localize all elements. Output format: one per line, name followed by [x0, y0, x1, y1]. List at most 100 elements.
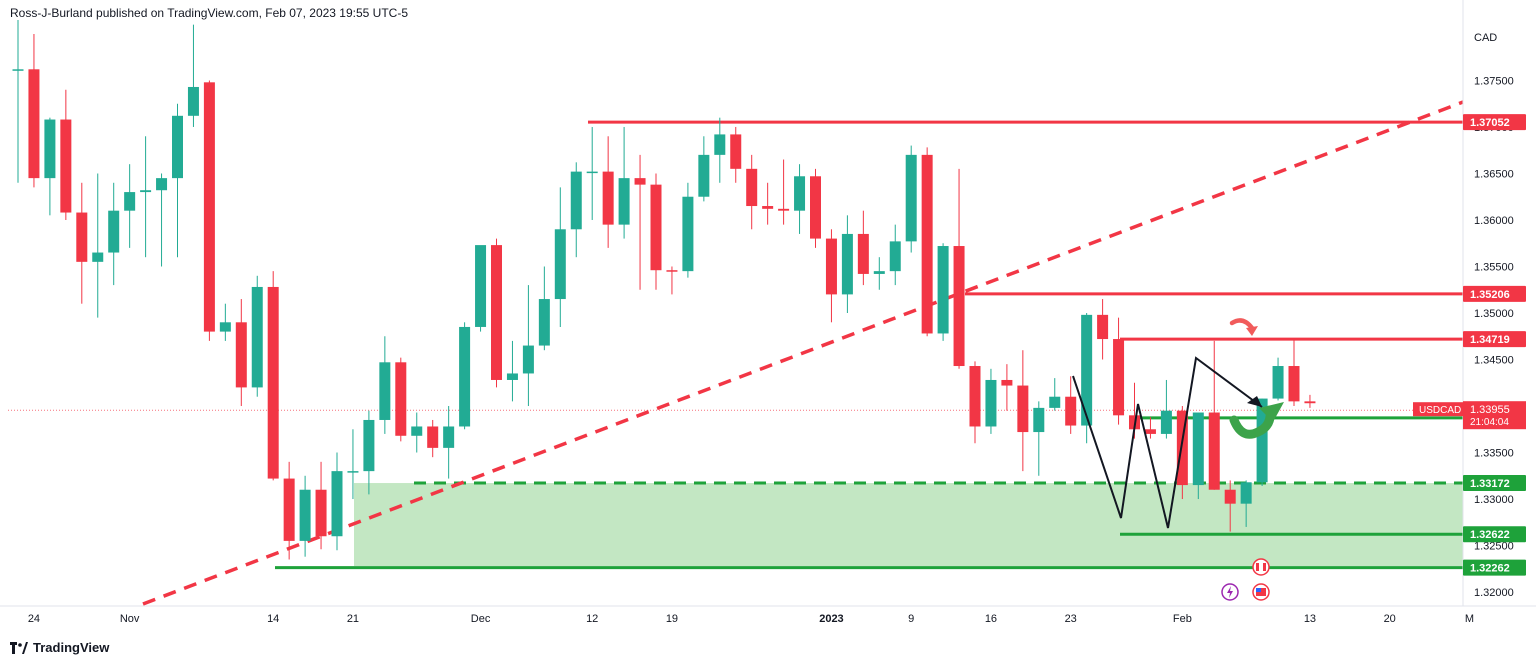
- symbol-tag-bg: [1413, 402, 1463, 417]
- candle-up: [873, 257, 885, 290]
- candle-body: [1049, 396, 1061, 408]
- candle-up: [937, 243, 949, 341]
- candle-down: [203, 80, 215, 341]
- candle-body: [347, 471, 359, 473]
- candle-body: [219, 322, 231, 332]
- us-flag-icon: [1252, 583, 1270, 601]
- candle-body: [315, 489, 327, 537]
- level-label-text: 1.35206: [1470, 289, 1510, 301]
- time-tick-label: M: [1465, 613, 1474, 625]
- candle-down: [810, 168, 821, 248]
- support-zone-layer: [354, 483, 1463, 567]
- pattern-arrow-head: [1247, 396, 1262, 407]
- candle-up: [714, 117, 726, 183]
- candle-body: [666, 270, 678, 272]
- countdown-text: 21:04:04: [1470, 417, 1509, 428]
- flag-canton: [1256, 588, 1261, 592]
- candle-up: [570, 162, 582, 258]
- candle-body: [570, 171, 582, 230]
- candle-up: [554, 187, 566, 327]
- candle-up: [889, 224, 901, 286]
- candle-body: [1001, 379, 1013, 386]
- candle-body: [746, 168, 758, 207]
- candle-down: [1176, 406, 1188, 500]
- candle-down: [634, 154, 646, 290]
- level-label-bg: [1463, 559, 1526, 576]
- candle-up: [1240, 480, 1252, 527]
- candle-body: [1256, 398, 1268, 483]
- candle-body: [235, 322, 247, 388]
- canada-flag-icon: [1252, 558, 1270, 576]
- candle-up: [475, 245, 487, 332]
- price-tick-label: 1.34500: [1474, 355, 1514, 367]
- candle-body: [714, 134, 726, 155]
- candle-body: [538, 299, 550, 346]
- candle-body: [108, 210, 120, 253]
- candle-body: [698, 154, 710, 197]
- candle-body: [618, 178, 630, 225]
- candle-body: [443, 426, 455, 448]
- price-axis[interactable]: CAD1.320001.325001.330001.335001.340001.…: [1413, 0, 1526, 606]
- candle-down: [953, 168, 965, 369]
- time-tick-label: 2023: [819, 613, 843, 625]
- candle-up: [363, 410, 375, 495]
- symbol-tag: USDCAD: [1413, 402, 1463, 417]
- level-price-label: 1.32622: [1463, 526, 1526, 543]
- candle-body: [60, 119, 72, 213]
- candle-body: [299, 489, 311, 541]
- candle-up: [682, 182, 694, 278]
- candle-body: [825, 238, 837, 295]
- trendline-layer: [142, 100, 1464, 606]
- candle-down: [1001, 364, 1013, 411]
- candle-body: [794, 176, 806, 211]
- candle-up: [187, 24, 199, 127]
- candle-up: [92, 173, 104, 318]
- candle-up: [140, 136, 152, 258]
- candle-up: [156, 173, 168, 267]
- candle-body: [44, 119, 56, 179]
- candle-body: [140, 190, 152, 193]
- candle-up: [905, 145, 917, 253]
- candle-body: [634, 178, 646, 185]
- time-tick-label: 16: [985, 613, 997, 625]
- candle-body: [730, 134, 742, 169]
- time-tick-label: 9: [908, 613, 914, 625]
- candle-body: [251, 286, 263, 388]
- candle-down: [921, 147, 933, 337]
- candle-body: [475, 245, 487, 327]
- price-tick-label: 1.35000: [1474, 308, 1514, 320]
- candle-down: [491, 238, 502, 388]
- candle-up: [299, 475, 311, 557]
- candle-body: [778, 208, 790, 211]
- candle-body: [682, 196, 694, 272]
- currency-label: CAD: [1474, 32, 1497, 44]
- candle-body: [762, 206, 774, 209]
- time-axis[interactable]: 24 Nov 14 21 Dec 12 19 2023 9 16 23 Feb 13 20 M: [0, 605, 1536, 625]
- double-bottom-pattern-line: [1072, 356, 1263, 529]
- candle-body: [1017, 385, 1029, 433]
- price-tick-label: 1.35500: [1474, 261, 1514, 273]
- level-label-text: 1.37052: [1470, 117, 1510, 129]
- tradingview-logo-icon: [10, 641, 28, 654]
- candle-body: [1176, 410, 1188, 486]
- green-arrow-head: [1259, 402, 1284, 422]
- candle-down: [650, 173, 662, 290]
- footer-brand[interactable]: TradingView: [10, 640, 109, 655]
- candle-down: [1224, 480, 1236, 532]
- time-tick-label: 23: [1065, 613, 1077, 625]
- level-label-text: 1.32622: [1470, 529, 1510, 541]
- candle-up: [1033, 401, 1045, 476]
- candle-down: [762, 182, 774, 225]
- candle-up: [1256, 398, 1268, 487]
- candle-body: [937, 246, 949, 334]
- candle-down: [283, 461, 295, 560]
- candle-down: [746, 154, 758, 230]
- candle-up: [347, 429, 359, 500]
- candle-down: [1017, 350, 1029, 472]
- time-tick-label: 24: [28, 613, 40, 625]
- candles: [12, 20, 1316, 560]
- candle-up: [251, 275, 263, 397]
- candle-body: [1224, 489, 1236, 504]
